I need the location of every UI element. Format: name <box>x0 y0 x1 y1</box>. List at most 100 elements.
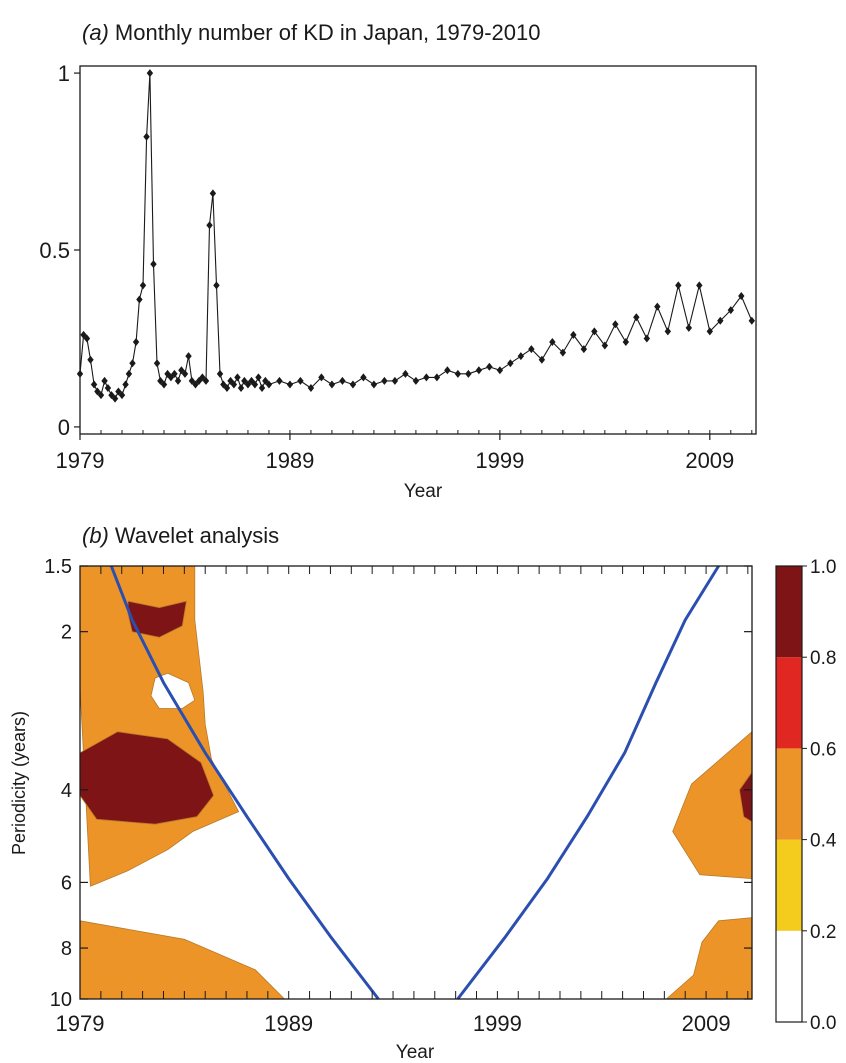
x-tick-label: 1979 <box>56 1011 105 1036</box>
data-point <box>370 380 378 389</box>
data-point <box>122 380 129 389</box>
data-point <box>738 292 745 300</box>
data-point <box>297 376 304 385</box>
data-point <box>234 373 241 382</box>
panel-b-axis-ticks: 1979 1989 1999 2009 1.5 2 4 6 8 10 <box>44 556 752 1036</box>
data-point <box>139 281 147 290</box>
data-point <box>622 338 630 346</box>
data-point <box>265 380 273 389</box>
y-tick-label: 0 <box>58 415 70 440</box>
coi-right-curve <box>456 565 720 1000</box>
colorbar-band <box>776 930 802 1022</box>
data-point <box>255 373 262 382</box>
colorbar-tick-label: 0.2 <box>810 922 836 943</box>
data-point <box>706 327 714 336</box>
panel-b-title: (b) Wavelet analysis <box>82 523 279 548</box>
panel-b-wavelet-heatmap: (b) Wavelet analysis 1979 1989 1999 2009 1.5 2… <box>9 523 837 1063</box>
power-region <box>666 917 753 1000</box>
data-point <box>675 281 682 290</box>
data-point <box>132 338 140 346</box>
panel-a-series <box>76 69 756 403</box>
data-point <box>237 384 245 392</box>
data-point <box>209 189 217 198</box>
data-point <box>601 341 609 350</box>
y-tick-label: 6 <box>61 872 72 894</box>
data-point <box>76 369 84 378</box>
data-point <box>87 355 94 364</box>
x-tick-label: 1999 <box>473 1011 522 1036</box>
data-point <box>181 369 189 378</box>
y-tick-label: 2 <box>61 622 72 644</box>
data-point <box>633 313 640 322</box>
data-point <box>185 352 192 361</box>
x-tick-label: 1989 <box>264 1011 313 1036</box>
data-point <box>402 369 409 378</box>
data-point <box>213 281 220 290</box>
data-point <box>612 320 619 329</box>
data-point <box>391 376 399 385</box>
coi-left-curve <box>109 565 380 1000</box>
data-point <box>538 355 546 364</box>
data-point <box>248 376 255 385</box>
panel-b-y-axis-label: Periodicity (years) <box>9 711 29 855</box>
y-tick-label: 1 <box>58 61 70 86</box>
data-point <box>339 376 346 385</box>
data-point <box>276 376 283 385</box>
data-point <box>258 384 266 392</box>
y-tick-label: 10 <box>50 989 72 1011</box>
colorbar-band <box>776 657 802 749</box>
data-point <box>94 387 101 396</box>
data-point <box>475 366 483 375</box>
data-point <box>230 380 238 389</box>
data-point <box>433 373 441 382</box>
power-region <box>79 920 285 1000</box>
data-point <box>101 376 108 385</box>
data-point <box>104 384 112 392</box>
y-tick-label: 0.5 <box>39 238 70 263</box>
power-region <box>127 600 187 638</box>
data-point <box>570 330 577 339</box>
data-point <box>685 323 693 332</box>
data-point <box>153 359 161 368</box>
data-point <box>223 384 231 392</box>
data-point <box>528 345 535 354</box>
data-point <box>507 359 514 368</box>
data-point <box>174 376 182 385</box>
data-point <box>150 260 157 269</box>
data-point <box>90 380 98 389</box>
data-point <box>125 369 133 378</box>
y-tick-label: 1.5 <box>44 556 72 578</box>
data-point <box>549 338 556 346</box>
data-point <box>381 376 388 385</box>
colorbar-band <box>776 839 802 931</box>
panel-b-plot-frame <box>79 565 753 1000</box>
panel-b-power-regions <box>79 565 753 1000</box>
data-point <box>580 345 588 354</box>
data-point <box>136 295 143 304</box>
panel-a-axis-ticks: 1979 1989 1999 2009 0 0.5 1 <box>39 61 753 473</box>
data-point <box>643 334 651 343</box>
data-point <box>444 366 451 375</box>
data-point <box>423 373 430 382</box>
panel-a-title-text: Monthly number of KD in Japan, 1979-2010 <box>115 20 541 45</box>
x-tick-label: 1989 <box>265 448 314 473</box>
data-point <box>220 380 227 389</box>
data-point <box>591 327 598 336</box>
y-tick-label: 4 <box>61 780 72 802</box>
data-point <box>696 281 703 290</box>
data-point <box>748 316 756 325</box>
panel-b-colorbar: 0.0 0.2 0.4 0.6 0.8 1.0 <box>775 557 837 1034</box>
data-point <box>465 369 472 378</box>
colorbar-frame <box>775 565 803 1023</box>
panel-b-title-text: Wavelet analysis <box>115 523 279 548</box>
colorbar-band <box>776 748 802 840</box>
data-point <box>129 359 136 368</box>
data-point <box>97 391 105 400</box>
data-point <box>251 380 259 389</box>
x-tick-label: 2009 <box>685 448 734 473</box>
data-point <box>164 369 171 378</box>
colorbar-tick-label: 0.6 <box>810 739 836 760</box>
colorbar-band <box>776 566 802 658</box>
data-point <box>307 384 315 392</box>
